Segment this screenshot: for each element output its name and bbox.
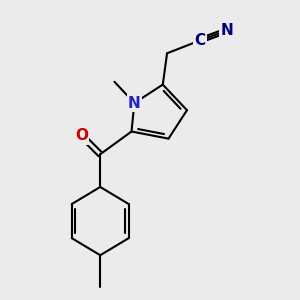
Text: N: N <box>128 96 141 111</box>
Text: C: C <box>194 33 205 48</box>
Text: O: O <box>75 128 88 143</box>
Text: N: N <box>220 23 233 38</box>
